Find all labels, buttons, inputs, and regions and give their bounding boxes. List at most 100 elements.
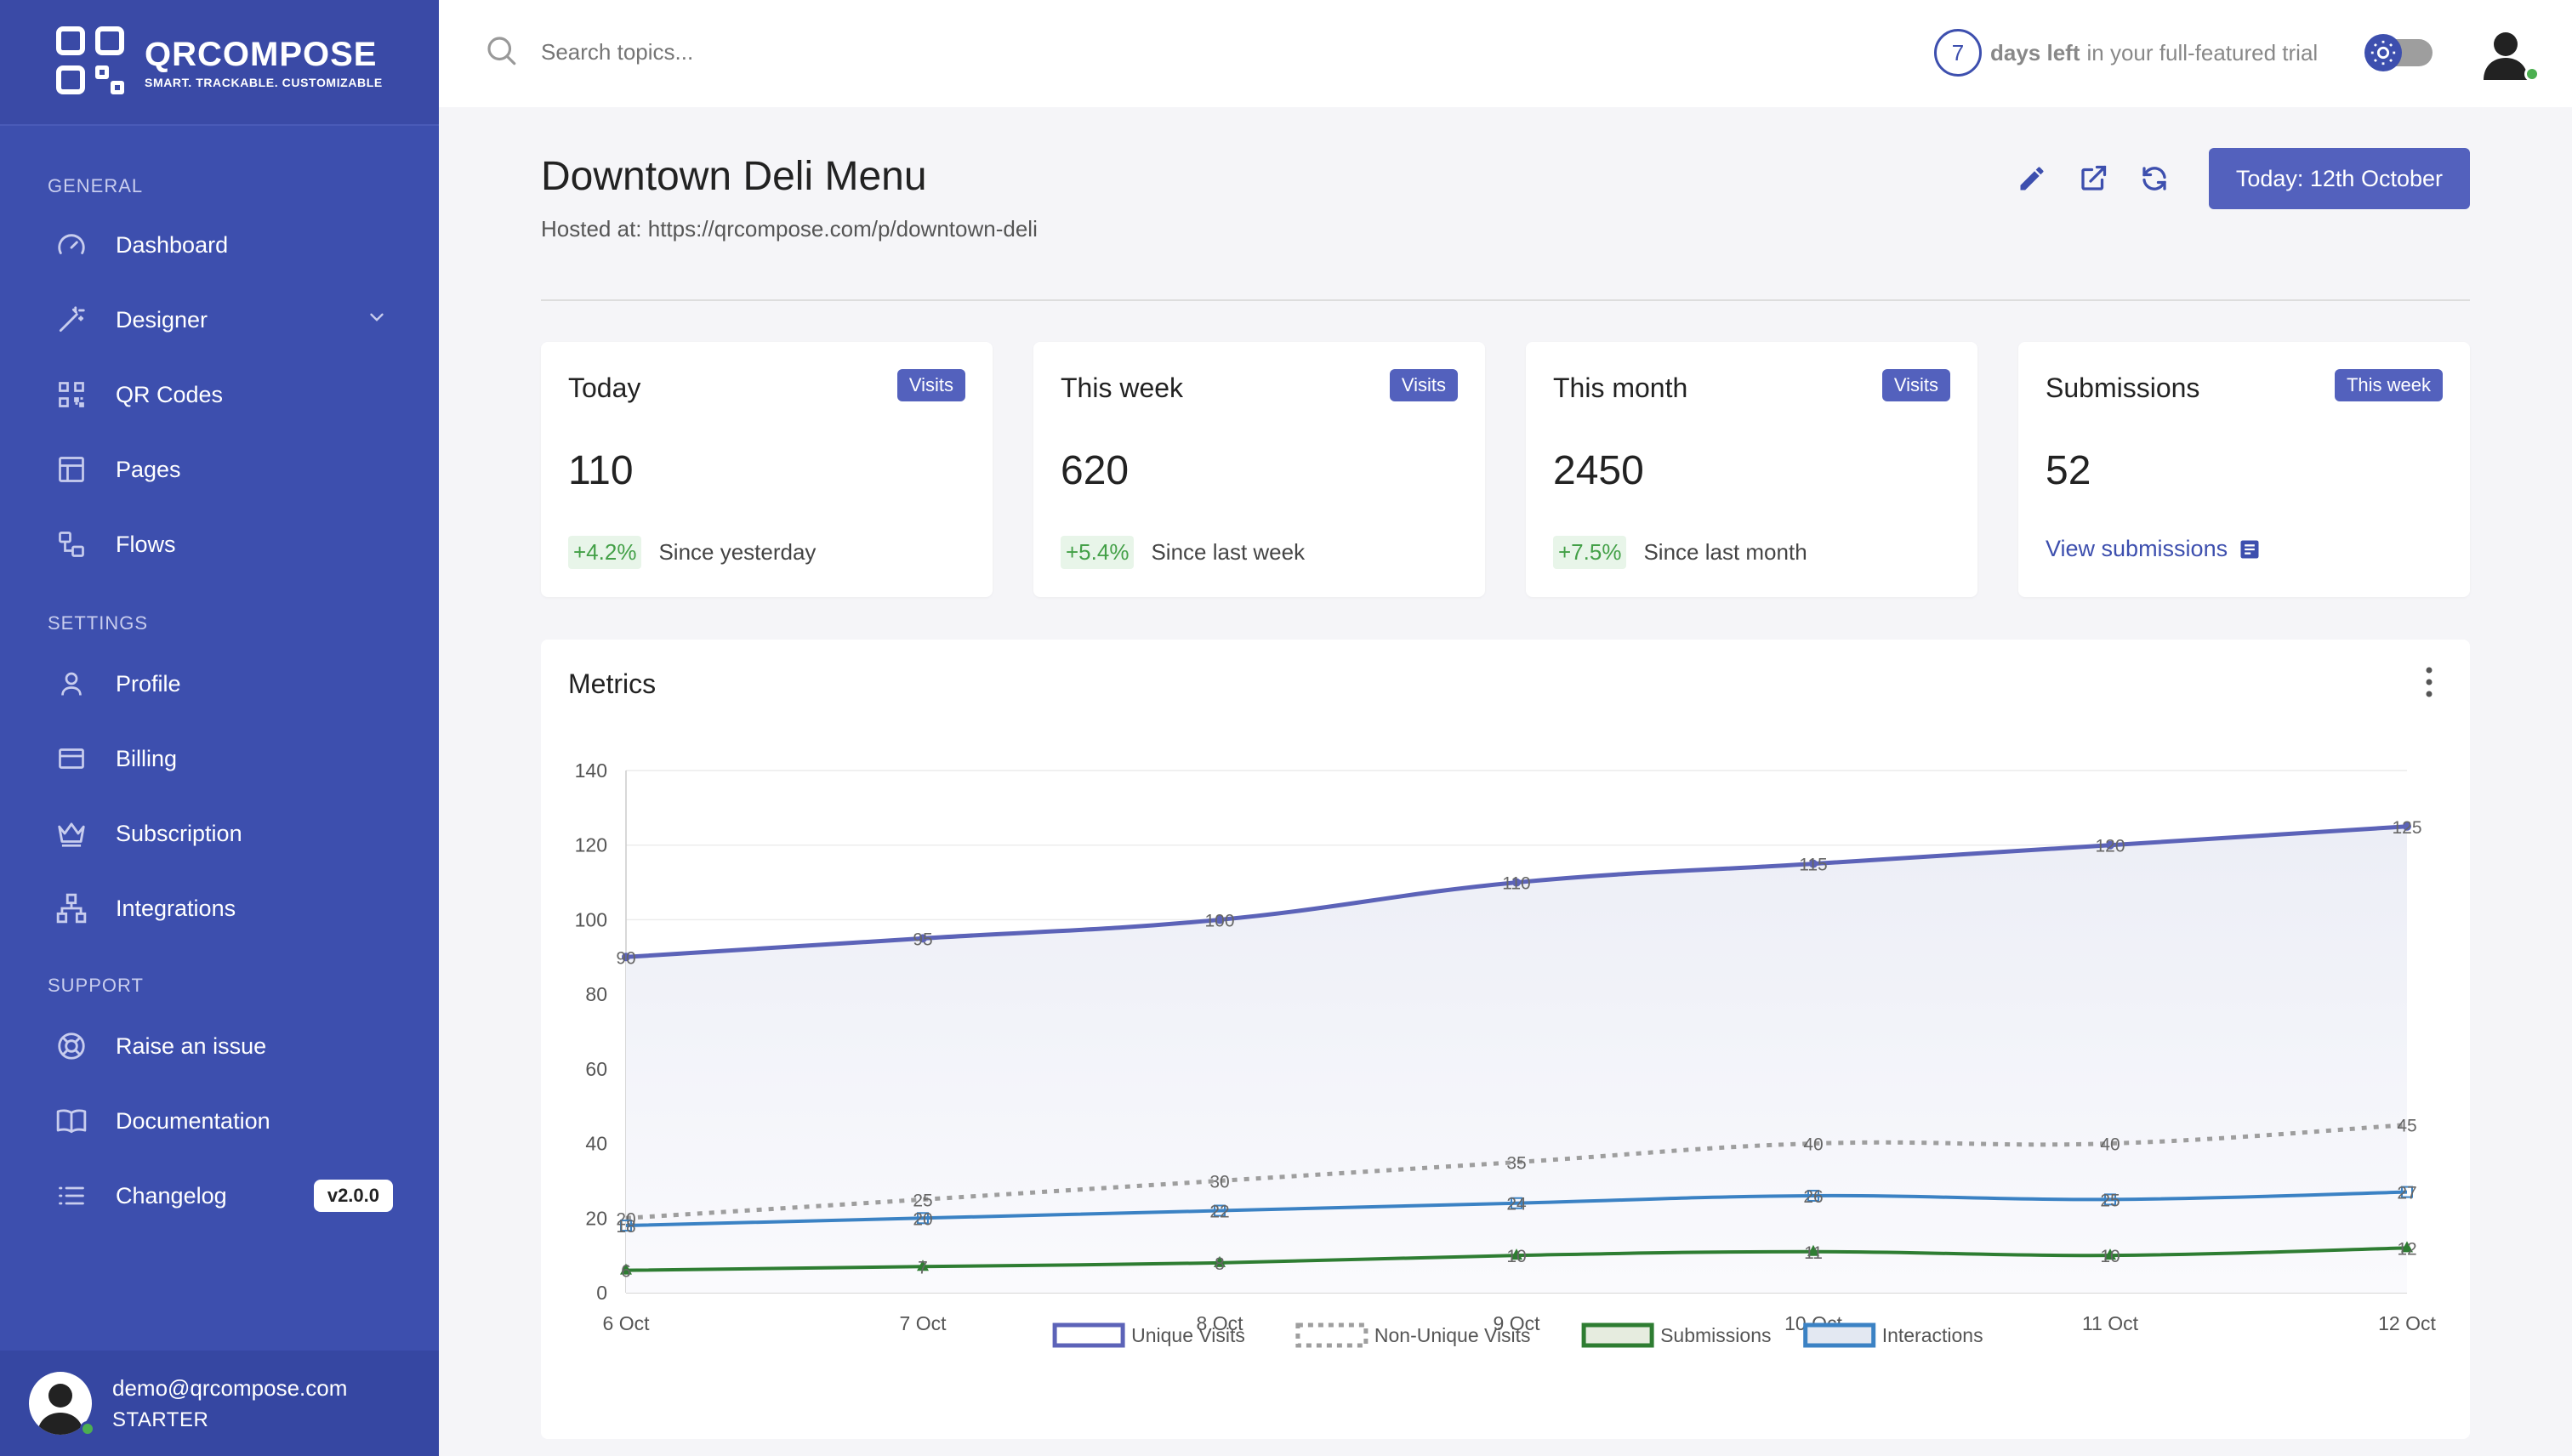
data-point <box>917 1260 929 1271</box>
credit-card-icon <box>54 742 88 776</box>
legend-swatch <box>1581 1322 1654 1348</box>
data-point <box>2403 822 2411 831</box>
data-label: 45 <box>2397 1117 2416 1136</box>
stat-card-month: This month Visits 2450 +7.5% Since last … <box>1526 342 1977 597</box>
trial-text: in your full-featured trial <box>2086 39 2319 65</box>
data-label: 18 <box>616 1217 635 1237</box>
sidebar-item-label: Designer <box>116 306 208 333</box>
y-tick-label: 100 <box>575 908 607 930</box>
section-label-general: GENERAL <box>48 175 144 196</box>
y-tick-label: 140 <box>575 759 607 782</box>
search-box[interactable] <box>483 32 881 72</box>
trial-banner: 7 days left in your full-featured trial <box>1934 29 2318 77</box>
data-label: 24 <box>1506 1195 1527 1214</box>
card-value: 620 <box>1061 448 1130 493</box>
view-submissions-label: View submissions <box>2046 536 2228 561</box>
x-tick-label: 6 Oct <box>603 1312 651 1334</box>
metrics-panel: Metrics 0 20 40 60 80 100 120 140 6 Oct 7 Oct 8 Oc… <box>541 640 2470 1439</box>
x-tick-label: 7 Oct <box>900 1312 947 1334</box>
sidebar-item-raise-issue[interactable]: Raise an issue <box>0 1012 439 1080</box>
data-point <box>1214 1204 1226 1217</box>
card-delta-text: Since yesterday <box>658 539 817 565</box>
sidebar-item-qr-codes[interactable]: QR Codes <box>0 361 439 429</box>
data-label: 40 <box>2100 1135 2120 1155</box>
data-label: 6 <box>621 1262 631 1282</box>
view-submissions-link[interactable]: View submissions <box>2046 536 2262 562</box>
data-point <box>917 1212 929 1225</box>
stat-card-submissions: Submissions This week 52 View submission… <box>2018 342 2470 597</box>
user-plan: STARTER <box>112 1408 209 1431</box>
data-label: 100 <box>1204 911 1234 930</box>
data-label: 110 <box>1502 874 1530 894</box>
edit-icon[interactable] <box>2015 162 2049 196</box>
chevron-down-icon[interactable] <box>366 306 388 334</box>
x-tick-label: 12 Oct <box>2378 1312 2436 1334</box>
card-delta: +7.5% <box>1553 536 1627 569</box>
data-label: 22 <box>1209 1203 1229 1222</box>
data-point <box>1807 1189 1819 1202</box>
data-label: 40 <box>1803 1135 1823 1155</box>
layout-icon <box>54 452 88 486</box>
data-label: 11 <box>1804 1243 1823 1263</box>
data-point <box>2106 840 2114 850</box>
card-badge: Visits <box>1389 369 1458 401</box>
sidebar-item-pages[interactable]: Pages <box>0 435 439 503</box>
card-delta-text: Since last week <box>1151 539 1306 565</box>
data-label: 27 <box>2397 1184 2416 1203</box>
sidebar-item-changelog[interactable]: Changelog v2.0.0 <box>0 1162 439 1230</box>
sidebar-item-subscription[interactable]: Subscription <box>0 799 439 867</box>
metrics-title: Metrics <box>568 668 657 699</box>
y-tick-label: 80 <box>585 983 607 1005</box>
sidebar-item-designer[interactable]: Designer <box>0 286 439 354</box>
sidebar-item-profile[interactable]: Profile <box>0 650 439 718</box>
sidebar-user[interactable]: demo@qrcompose.com STARTER <box>0 1351 439 1456</box>
more-options-icon[interactable] <box>2422 665 2436 699</box>
data-label: 115 <box>1799 856 1827 875</box>
data-label: 26 <box>1803 1187 1823 1207</box>
page-actions: Today: 12th October <box>2015 148 2470 209</box>
sidebar-item-dashboard[interactable]: Dashboard <box>0 211 439 279</box>
legend-swatch <box>1052 1322 1125 1348</box>
data-point <box>620 1263 632 1275</box>
magic-wand-icon <box>54 303 88 337</box>
data-label: 120 <box>2095 837 2125 856</box>
sidebar: QRCOMPOSE SMART. TRACKABLE. CUSTOMIZABLE… <box>0 0 439 1456</box>
sidebar-item-label: Pages <box>116 456 181 482</box>
sidebar-item-integrations[interactable]: Integrations <box>0 874 439 942</box>
data-label: 95 <box>913 930 932 949</box>
stat-card-week: This week Visits 620 +5.4% Since last we… <box>1033 342 1485 597</box>
online-status-icon <box>2524 66 2540 82</box>
card-delta: +4.2% <box>568 536 642 569</box>
sidebar-item-label: Subscription <box>116 820 242 846</box>
data-point <box>1215 915 1224 924</box>
sidebar-item-billing[interactable]: Billing <box>0 725 439 793</box>
today-button[interactable]: Today: 12th October <box>2208 148 2470 209</box>
theme-toggle[interactable] <box>2364 34 2433 71</box>
sidebar-item-flows[interactable]: Flows <box>0 510 439 578</box>
sidebar-item-documentation[interactable]: Documentation <box>0 1087 439 1155</box>
search-input[interactable] <box>541 39 881 65</box>
user-icon <box>54 667 88 701</box>
sidebar-item-label: Documentation <box>116 1107 270 1134</box>
version-badge: v2.0.0 <box>313 1180 393 1212</box>
card-title: Submissions <box>2046 373 2200 403</box>
refresh-icon[interactable] <box>2137 162 2171 196</box>
user-menu-avatar[interactable] <box>2478 26 2540 85</box>
area-fill <box>626 826 2407 1293</box>
document-icon <box>2238 537 2262 562</box>
open-external-icon[interactable] <box>2076 162 2110 196</box>
sidebar-item-label: Integrations <box>116 895 236 921</box>
hosted-url: Hosted at: https://qrcompose.com/p/downt… <box>541 216 1038 242</box>
integrations-icon <box>54 891 88 925</box>
card-delta-text: Since last month <box>1643 539 1807 565</box>
data-point <box>2401 1241 2413 1253</box>
data-label: 125 <box>2392 818 2421 838</box>
data-label: 10 <box>1506 1247 1526 1266</box>
brand[interactable]: QRCOMPOSE SMART. TRACKABLE. CUSTOMIZABLE <box>0 0 439 126</box>
x-tick-label: 8 Oct <box>1197 1312 1244 1334</box>
card-title: This week <box>1061 373 1184 403</box>
y-tick-label: 60 <box>585 1058 607 1080</box>
section-label-settings: SETTINGS <box>48 612 149 634</box>
data-point <box>1511 1197 1522 1209</box>
data-point <box>2104 1248 2116 1260</box>
